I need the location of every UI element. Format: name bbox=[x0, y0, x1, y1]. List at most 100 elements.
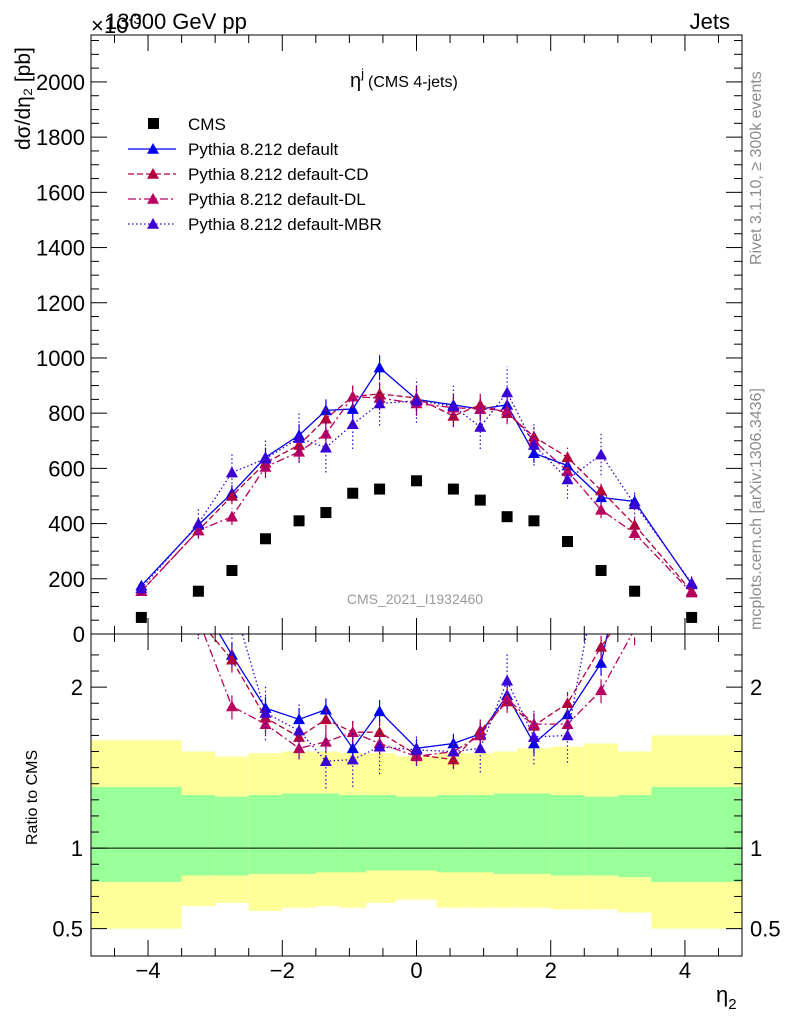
series-point bbox=[346, 390, 359, 402]
series-point bbox=[410, 394, 423, 406]
cms-data-point bbox=[135, 611, 147, 623]
series-point bbox=[685, 586, 698, 598]
ratio-point bbox=[293, 713, 306, 725]
series-point bbox=[259, 452, 272, 464]
series-point bbox=[373, 361, 386, 373]
ratio-point bbox=[192, 614, 204, 625]
ratio-point bbox=[561, 729, 574, 741]
series-point bbox=[561, 473, 574, 485]
series-point bbox=[293, 432, 306, 443]
cms-data-point bbox=[474, 494, 486, 506]
ratio-point bbox=[410, 750, 423, 762]
ratio-y-tick-label: 0.5 bbox=[52, 917, 83, 942]
series-point bbox=[561, 451, 574, 463]
x-tick-label: −4 bbox=[135, 958, 160, 983]
cms-data-point bbox=[347, 487, 359, 499]
ratio-panel: 0.5 0.5 1 1 2 2 −4 −2 0 2 4 Ratio to CMS bbox=[24, 593, 781, 983]
x-axis-label: η2 bbox=[716, 982, 737, 1013]
legend-label: CMS bbox=[188, 115, 226, 134]
ratio-point bbox=[293, 724, 306, 736]
y-tick-label: 1600 bbox=[36, 180, 85, 205]
x-tick-label: −2 bbox=[270, 958, 295, 983]
series-point bbox=[595, 448, 608, 460]
uncertainty-band-inner bbox=[315, 793, 340, 873]
uncertainty-band-inner bbox=[282, 793, 316, 874]
ratio-point bbox=[527, 737, 540, 749]
cms-data-point bbox=[562, 536, 574, 548]
ratio-point bbox=[474, 729, 487, 741]
cms-data-point bbox=[374, 483, 386, 495]
uncertainty-band-inner bbox=[651, 786, 742, 882]
ratio-point bbox=[561, 718, 574, 729]
cms-data-point bbox=[259, 533, 271, 545]
legend-marker bbox=[147, 143, 159, 154]
series-point bbox=[319, 441, 332, 453]
main-panel: 0 200 400 600 800 1000 1200 1400 1600 1800 2000 ηj… bbox=[12, 34, 743, 647]
cms-data-point bbox=[447, 483, 459, 495]
legend-label: Pythia 8.212 default-CD bbox=[188, 165, 369, 184]
watermark-label: CMS_2021_I1932460 bbox=[347, 591, 483, 607]
y-exponent-label: ×10-3 bbox=[91, 11, 142, 38]
series-point bbox=[373, 397, 386, 409]
collider-label: 13000 GeV pp bbox=[105, 9, 247, 34]
legend-marker bbox=[147, 168, 159, 179]
series-point bbox=[346, 418, 359, 430]
y-axis-label: dσ/dη₂ [pb] bbox=[12, 47, 35, 150]
uncertainty-band-inner bbox=[584, 796, 618, 876]
legend: CMS Pythia 8.212 default Pythia 8.212 defa… bbox=[128, 115, 382, 234]
series-point bbox=[474, 420, 487, 432]
ratio-point bbox=[226, 593, 238, 604]
series-point bbox=[319, 427, 332, 439]
uncertainty-band-inner bbox=[617, 795, 652, 878]
cms-data-point bbox=[595, 565, 607, 577]
ratio-y-tick-label-right: 0.5 bbox=[750, 917, 781, 942]
legend-marker bbox=[147, 218, 159, 229]
series-line-3 bbox=[140, 395, 693, 594]
uncertainty-band-inner bbox=[339, 795, 367, 873]
series-point bbox=[595, 503, 608, 515]
y-tick-label: 200 bbox=[48, 567, 85, 592]
ratio-y-tick-label: 2 bbox=[71, 675, 83, 700]
legend-marker bbox=[147, 193, 159, 204]
y-tick-label: 2000 bbox=[36, 70, 85, 95]
ratio-point bbox=[474, 742, 487, 754]
y-tick-label: 800 bbox=[48, 401, 85, 426]
ratio-point bbox=[447, 745, 460, 757]
ratio-y-tick-label-right: 2 bbox=[750, 675, 762, 700]
series-point bbox=[628, 518, 641, 530]
y-tick-label: 1000 bbox=[36, 346, 85, 371]
ratio-point bbox=[293, 731, 306, 742]
ratio-point bbox=[346, 753, 359, 765]
ratio-point bbox=[561, 697, 574, 709]
legend-label: Pythia 8.212 default-DL bbox=[188, 190, 366, 209]
series-point bbox=[225, 489, 238, 501]
ratio-y-axis-label: Ratio to CMS bbox=[24, 750, 41, 845]
ratio-point bbox=[595, 684, 608, 696]
y-tick-label: 600 bbox=[48, 456, 85, 481]
series-point bbox=[225, 466, 238, 478]
series-point bbox=[293, 445, 306, 457]
y-tick-label: 1400 bbox=[36, 236, 85, 261]
ratio-y-tick-label-right: 1 bbox=[750, 836, 762, 861]
ratio-point bbox=[595, 656, 608, 668]
ratio-point bbox=[501, 692, 514, 704]
process-label: Jets bbox=[690, 9, 730, 34]
ratio-point bbox=[373, 740, 386, 752]
series-point bbox=[527, 438, 540, 450]
uncertainty-band-inner bbox=[550, 795, 585, 876]
cms-data-point bbox=[501, 511, 513, 523]
series-point bbox=[225, 510, 238, 522]
uncertainty-band-inner bbox=[517, 793, 551, 874]
cms-data-point bbox=[686, 611, 698, 623]
ratio-point bbox=[319, 755, 332, 766]
ratio-point bbox=[527, 731, 540, 742]
ratio-point bbox=[410, 743, 423, 755]
uncertainty-band-inner bbox=[436, 795, 467, 873]
cms-data-point bbox=[528, 515, 540, 527]
ratio-point bbox=[192, 614, 204, 625]
mcplots-label: mcplots.cern.ch [arXiv:1306.3436] bbox=[748, 388, 765, 630]
series-point bbox=[192, 517, 205, 529]
uncertainty-band-inner bbox=[466, 795, 494, 873]
uncertainty-band-inner bbox=[215, 796, 249, 876]
series-point bbox=[628, 527, 641, 539]
